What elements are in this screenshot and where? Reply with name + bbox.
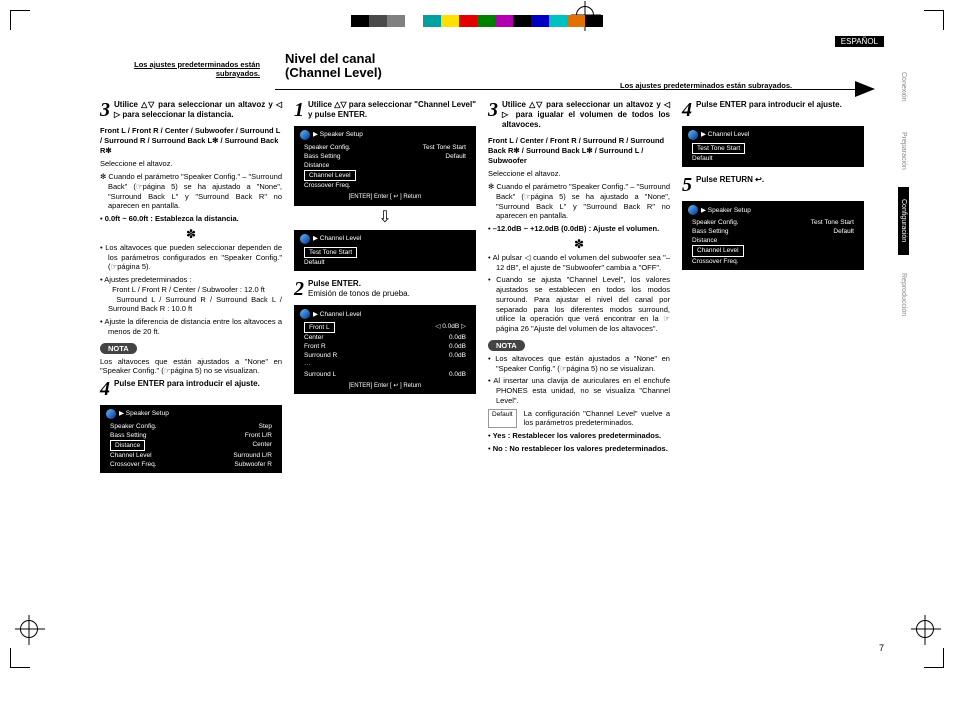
note: • Cuando se ajusta "Channel Level", los … (488, 275, 670, 334)
separator-icon: ✽ (100, 227, 282, 241)
step-number: 4 (100, 379, 110, 399)
defaults-note-left: Los ajustes predeterminados están subray… (110, 60, 260, 78)
registration-mark (916, 620, 934, 638)
step-2: 2 Pulse ENTER.Emisión de tonos de prueba… (294, 279, 476, 299)
nota-badge: NOTA (100, 343, 137, 354)
osd-screenshot: ▶ Speaker SetupSpeaker Config.StepBass S… (100, 405, 282, 473)
step-1: 1 Utilice △▽ para seleccionar "Channel L… (294, 100, 476, 120)
osd-screenshot: ▶ Channel LevelTest Tone StartDefault (294, 230, 476, 271)
step-3b: 3 Utilice △▽ para seleccionar un altavoz… (488, 100, 670, 130)
note: • Yes : Restablecer los valores predeter… (488, 431, 670, 441)
range: • –12.0dB ~ +12.0dB (0.0dB) : Ajuste el … (488, 224, 670, 234)
step-4: 4 Pulse ENTER para introducir el ajuste. (100, 379, 282, 399)
note: • Ajustes predeterminados : Front L / Fr… (100, 275, 282, 314)
note: • Al pulsar ◁ cuando el volumen del subw… (488, 253, 670, 273)
step-number: 4 (682, 100, 692, 120)
registration-mark (20, 620, 38, 638)
step-text: Utilice △▽ para seleccionar "Channel Lev… (308, 100, 476, 120)
column-1: 3 Utilice △▽ para seleccionar un altavoz… (100, 100, 282, 481)
crop-mark (10, 10, 30, 30)
language-tag: ESPAÑOL (835, 36, 884, 47)
channel-list: Front L / Center / Front R / Surround R … (488, 136, 670, 165)
osd-screenshot: ▶ Speaker SetupSpeaker Config.Test Tone … (294, 126, 476, 206)
osd-screenshot: ▶ Speaker SetupSpeaker Config.Test Tone … (682, 201, 864, 269)
step-number: 2 (294, 279, 304, 299)
step-text: Utilice △▽ para seleccionar un altavoz y… (502, 100, 670, 130)
step-number: 1 (294, 100, 304, 120)
step-text: Pulse ENTER.Emisión de tonos de prueba. (308, 279, 410, 299)
crop-mark (924, 10, 944, 30)
defaults-note-right: Los ajustes predeterminados están subray… (620, 81, 792, 90)
column-4: 4 Pulse ENTER para introducir el ajuste.… (682, 100, 864, 481)
nota-text: • Los altavoces que están ajustados a "N… (488, 354, 670, 374)
step-text: Pulse RETURN ↩. (696, 175, 764, 195)
step-text: Pulse ENTER para introducir el ajuste. (696, 100, 842, 120)
step-text: Pulse ENTER para introducir el ajuste. (114, 379, 260, 399)
osd-screenshot: ▶ Channel LevelFront L◁ 0.0dB ▷Center0.0… (294, 305, 476, 394)
step-4b: 4 Pulse ENTER para introducir el ajuste. (682, 100, 864, 120)
osd-screenshot: ▶ Channel LevelTest Tone StartDefault (682, 126, 864, 167)
note: ✻ Cuando el parámetro "Speaker Config." … (488, 182, 670, 221)
column-3: 3 Utilice △▽ para seleccionar un altavoz… (488, 100, 670, 481)
body: Seleccione el altavoz. (100, 159, 282, 169)
note: • Ajuste la diferencia de distancia entr… (100, 317, 282, 337)
step-text: Utilice △▽ para seleccionar un altavoz y… (114, 100, 282, 120)
step-3: 3 Utilice △▽ para seleccionar un altavoz… (100, 100, 282, 120)
range: • 0.0ft ~ 60.0ft : Establezca la distanc… (100, 214, 282, 224)
content-area: 3 Utilice △▽ para seleccionar un altavoz… (100, 100, 870, 481)
separator-icon: ✽ (488, 237, 670, 251)
step-number: 3 (100, 100, 110, 120)
side-nav-tabs: ConexiónPreparaciónConfiguraciónReproduc… (898, 60, 914, 334)
crop-mark (924, 648, 944, 668)
step-number: 3 (488, 100, 498, 130)
nota-badge: NOTA (488, 340, 525, 351)
section-title: Nivel del canal(Channel Level) (285, 52, 382, 81)
default-row: DefaultLa configuración "Channel Level" … (488, 409, 670, 429)
page-number: 7 (879, 643, 884, 653)
step-number: 5 (682, 175, 692, 195)
nota-text: Los altavoces que están ajustados a "Non… (100, 357, 282, 377)
color-calibration-bar (351, 15, 603, 27)
crop-mark (10, 648, 30, 668)
body: Seleccione el altavoz. (488, 169, 670, 179)
note: • Los altavoces que pueden seleccionar d… (100, 243, 282, 272)
note: • No : No restablecer los valores predet… (488, 444, 670, 454)
column-2: 1 Utilice △▽ para seleccionar "Channel L… (294, 100, 476, 481)
note: ✻ Cuando el parámetro "Speaker Config." … (100, 172, 282, 211)
flow-arrow-icon: ⇩ (294, 210, 476, 226)
step-5: 5 Pulse RETURN ↩. (682, 175, 864, 195)
nota-text: • Al insertar una clavija de auriculares… (488, 376, 670, 405)
channel-list: Front L / Front R / Center / Subwoofer /… (100, 126, 282, 155)
